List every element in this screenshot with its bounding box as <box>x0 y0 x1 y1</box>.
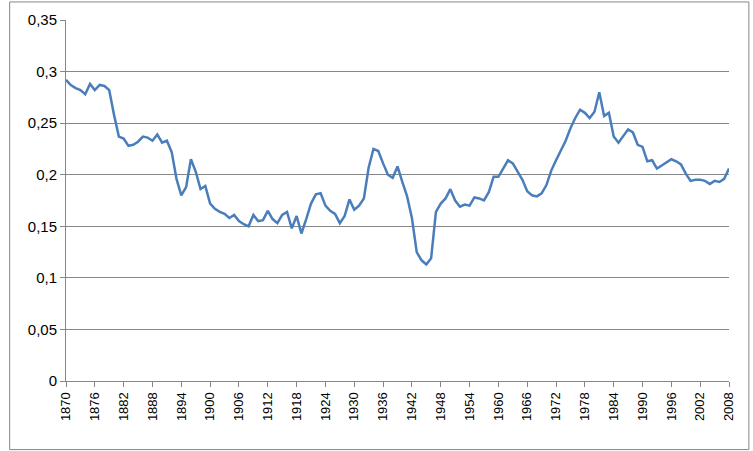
svg-text:1882: 1882 <box>116 392 131 421</box>
svg-text:1936: 1936 <box>375 392 390 421</box>
svg-text:1912: 1912 <box>260 392 275 421</box>
svg-text:1894: 1894 <box>174 392 189 421</box>
svg-text:1930: 1930 <box>346 392 361 421</box>
svg-text:1906: 1906 <box>231 392 246 421</box>
svg-text:0,35: 0,35 <box>28 11 57 28</box>
svg-text:0,2: 0,2 <box>36 166 57 183</box>
svg-text:1996: 1996 <box>664 392 679 421</box>
svg-text:1876: 1876 <box>87 392 102 421</box>
svg-text:1924: 1924 <box>318 392 333 421</box>
svg-text:0: 0 <box>49 372 57 389</box>
svg-text:1966: 1966 <box>519 392 534 421</box>
svg-text:0,25: 0,25 <box>28 114 57 131</box>
svg-text:2008: 2008 <box>721 392 736 421</box>
svg-text:1984: 1984 <box>606 392 621 421</box>
svg-text:1948: 1948 <box>433 392 448 421</box>
svg-text:1972: 1972 <box>548 392 563 421</box>
svg-text:2002: 2002 <box>692 392 707 421</box>
svg-text:0,15: 0,15 <box>28 218 57 235</box>
svg-text:1990: 1990 <box>635 392 650 421</box>
svg-text:1978: 1978 <box>577 392 592 421</box>
svg-text:1870: 1870 <box>58 392 73 421</box>
svg-text:1918: 1918 <box>289 392 304 421</box>
svg-text:1900: 1900 <box>202 392 217 421</box>
svg-text:0,05: 0,05 <box>28 321 57 338</box>
svg-text:0,1: 0,1 <box>36 269 57 286</box>
svg-text:1954: 1954 <box>462 392 477 421</box>
svg-text:0,3: 0,3 <box>36 63 57 80</box>
svg-text:1960: 1960 <box>491 392 506 421</box>
svg-text:1942: 1942 <box>404 392 419 421</box>
svg-text:1888: 1888 <box>145 392 160 421</box>
